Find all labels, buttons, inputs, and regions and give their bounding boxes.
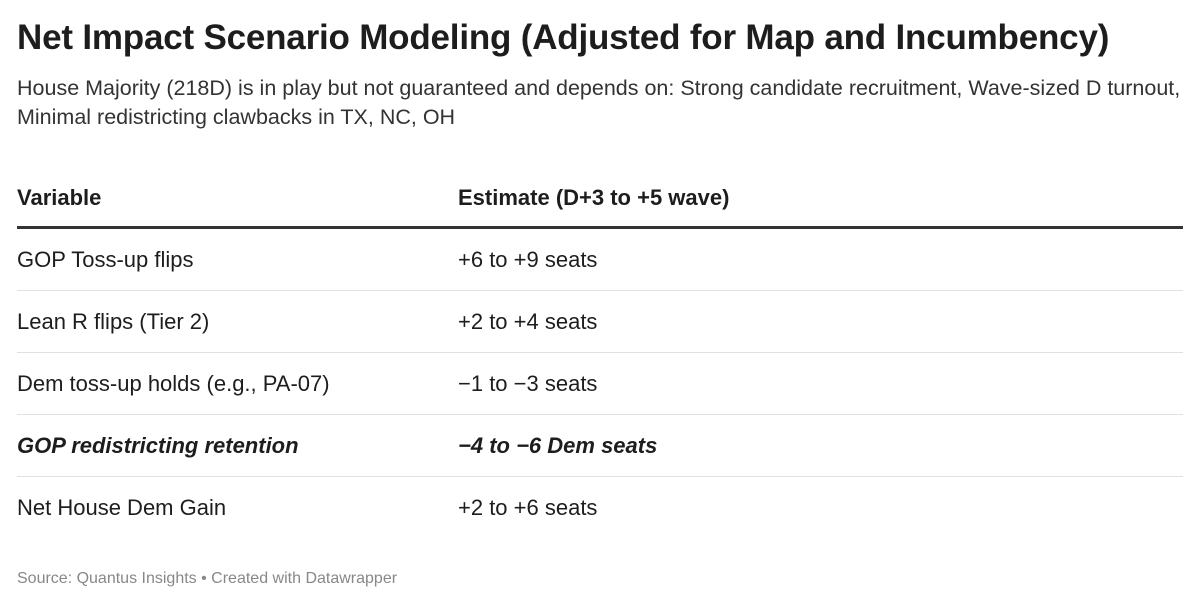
table-cell-estimate: −4 to −6 Dem seats: [458, 414, 1183, 477]
table-cell-variable: Lean R flips (Tier 2): [17, 290, 458, 353]
table-cell-variable: GOP Toss-up flips: [17, 227, 458, 291]
table-cell-estimate: +2 to +6 seats: [458, 494, 598, 520]
table-row: Lean R flips (Tier 2) +2 to +4 seats: [17, 290, 1183, 353]
chart-footer: Source: Quantus Insights • Created with …: [17, 569, 397, 589]
column-header-variable: Variable: [17, 170, 458, 229]
chart-container: Net Impact Scenario Modeling (Adjusted f…: [17, 16, 1183, 538]
table-row-emphasized: GOP redistricting retention −4 to −6 Dem…: [17, 414, 1183, 477]
column-header-estimate: Estimate (D+3 to +5 wave): [458, 170, 1183, 229]
table-cell-estimate: +6 to +9 seats: [458, 227, 1183, 291]
chart-subtitle: House Majority (218D) is in play but not…: [17, 76, 1181, 129]
footer-separator: •: [201, 570, 207, 587]
table-cell-estimate: −1 to −3 seats: [458, 352, 1183, 415]
table-cell-variable: GOP redistricting retention: [17, 414, 458, 477]
table-header-row: Variable Estimate (D+3 to +5 wave): [17, 170, 1183, 229]
table-row: Dem toss-up holds (e.g., PA-07) −1 to −3…: [17, 352, 1183, 415]
table-cell-variable: Net House Dem Gain: [17, 494, 227, 520]
credit-text: Created with Datawrapper: [211, 570, 398, 587]
table-cell-variable: Dem toss-up holds (e.g., PA-07): [17, 352, 458, 415]
chart-title: Net Impact Scenario Modeling (Adjusted f…: [17, 18, 1110, 57]
source-text: Source: Quantus Insights: [17, 570, 197, 587]
table-row: Net House Dem Gain +2 to +6 seats: [17, 477, 1183, 539]
table-cell-estimate: +2 to +4 seats: [458, 290, 1183, 353]
table-row: GOP Toss-up flips +6 to +9 seats: [17, 227, 1183, 291]
data-table: Variable Estimate (D+3 to +5 wave) GOP T…: [17, 170, 1183, 538]
